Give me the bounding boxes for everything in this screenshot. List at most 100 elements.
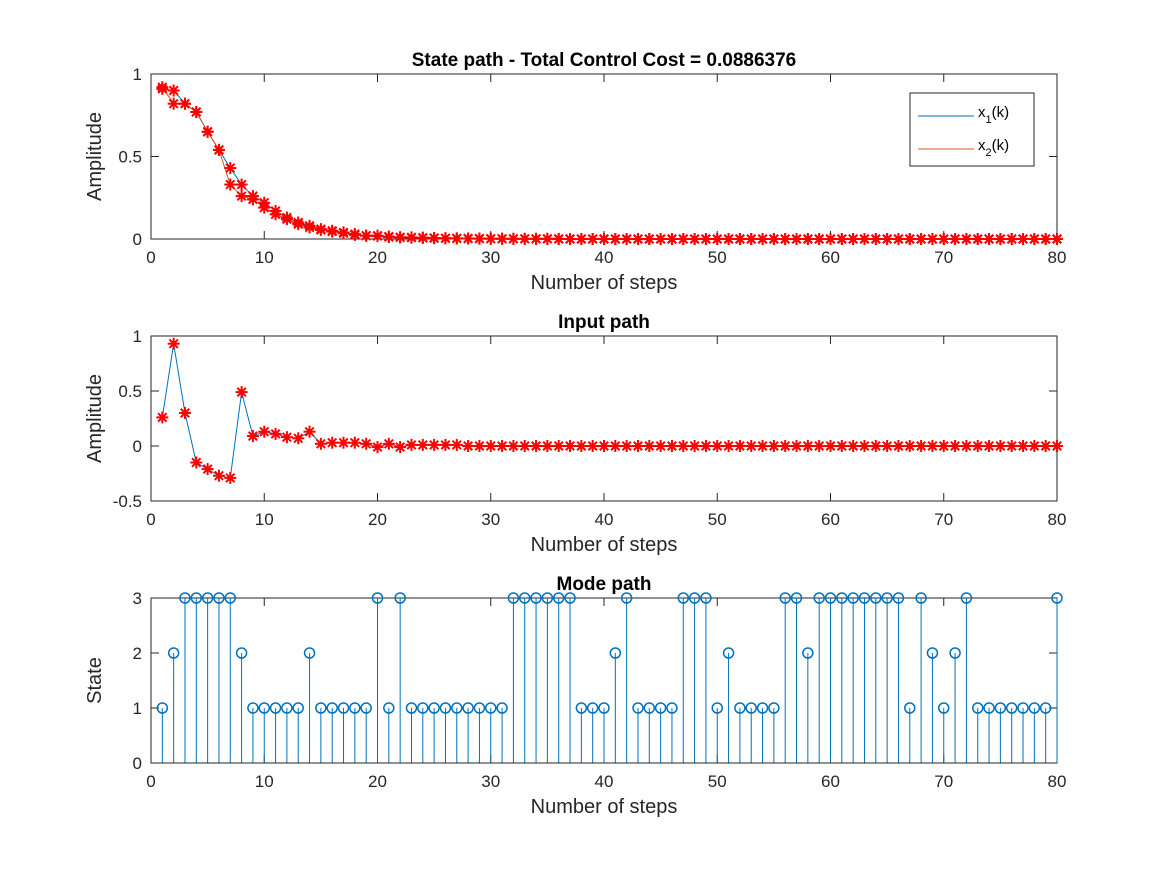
y-tick-label: 1 bbox=[133, 699, 142, 718]
series-1-marker-stroke-3 bbox=[395, 442, 406, 453]
stem-marker bbox=[926, 647, 939, 659]
series-2-marker-stroke-3 bbox=[214, 144, 224, 155]
stem-marker bbox=[281, 702, 293, 714]
x-tick-label: 60 bbox=[821, 772, 840, 791]
stem-marker bbox=[258, 702, 270, 714]
series-1-marker bbox=[586, 440, 599, 452]
series-1-marker-stroke-3 bbox=[1018, 441, 1028, 451]
stem-marker bbox=[1017, 702, 1029, 714]
series-1-marker-stroke-3 bbox=[633, 441, 643, 451]
series-2-marker-stroke-3 bbox=[667, 234, 677, 244]
series-2-marker bbox=[496, 232, 509, 245]
series-1-marker bbox=[190, 456, 203, 469]
series-2-marker-stroke-3 bbox=[1040, 234, 1051, 244]
stem-marker bbox=[971, 702, 984, 714]
axes-box bbox=[150, 73, 1058, 240]
series-2-marker-stroke-3 bbox=[576, 234, 587, 244]
x-tick-label: 0 bbox=[146, 248, 155, 267]
series-2-marker-stroke-3 bbox=[315, 224, 326, 235]
series-2-marker-stroke-3 bbox=[938, 234, 949, 244]
series-1-marker-stroke-3 bbox=[972, 441, 983, 451]
stem-marker bbox=[1005, 702, 1018, 714]
series-1-marker bbox=[1005, 440, 1018, 452]
series-1-marker-stroke-3 bbox=[1006, 441, 1017, 451]
series-1-marker bbox=[643, 440, 656, 452]
y-tick-label: 0 bbox=[133, 230, 142, 249]
stem-marker bbox=[496, 702, 508, 714]
legend-label-subscript: 2 bbox=[986, 147, 992, 159]
series-2-marker-stroke-3 bbox=[723, 234, 734, 244]
series-2-marker-stroke-3 bbox=[927, 234, 938, 244]
series-2-marker bbox=[881, 233, 894, 245]
series-2-marker-stroke-3 bbox=[757, 234, 768, 244]
y-tick-label: 0.5 bbox=[118, 148, 142, 167]
series-1-marker-stroke-3 bbox=[315, 438, 326, 449]
y-tick-label: 1 bbox=[133, 65, 142, 84]
series-2-marker-stroke-3 bbox=[429, 233, 440, 244]
series-2-marker-stroke-3 bbox=[587, 234, 598, 244]
series-2-marker bbox=[360, 229, 373, 242]
stem-marker bbox=[620, 592, 633, 604]
stem-marker bbox=[688, 592, 701, 604]
y-tick-label: 1 bbox=[133, 327, 142, 346]
stem-marker bbox=[371, 592, 384, 604]
series-1-marker-stroke-3 bbox=[689, 441, 700, 451]
series-1-marker bbox=[835, 440, 848, 452]
series-1-marker bbox=[813, 440, 826, 452]
legend: x1(k)x2(k) bbox=[909, 92, 1035, 167]
series-2-marker-stroke-3 bbox=[168, 98, 179, 109]
series-2-marker bbox=[949, 233, 962, 245]
series-2-marker-stroke-3 bbox=[768, 234, 779, 244]
series-2-marker bbox=[994, 233, 1007, 245]
series-1-marker-stroke-3 bbox=[225, 163, 236, 173]
x-tick-label: 40 bbox=[595, 248, 614, 267]
series-2-marker bbox=[699, 233, 712, 245]
stem-marker bbox=[179, 592, 191, 604]
stem-marker bbox=[383, 702, 395, 714]
subplot-1: 0 10 20 30 40 50 60 70 80 0 0.5 1 State path - Total… bbox=[84, 50, 1066, 294]
series-2-marker bbox=[631, 233, 644, 245]
series-1-marker-stroke-3 bbox=[417, 439, 428, 450]
series-2-marker bbox=[541, 232, 554, 245]
x-axis-label: Number of steps bbox=[531, 272, 678, 294]
series-2-marker-stroke-3 bbox=[531, 233, 541, 244]
series-1-marker bbox=[473, 440, 486, 452]
series-1-marker-stroke-3 bbox=[621, 441, 632, 451]
series-2-marker-stroke-3 bbox=[293, 219, 304, 230]
series-1-marker bbox=[269, 427, 282, 440]
series-1-marker bbox=[167, 337, 180, 350]
series-2-marker bbox=[688, 233, 701, 245]
series-1-marker bbox=[258, 425, 271, 438]
series-2-marker bbox=[801, 233, 814, 245]
chart-title: Input path bbox=[558, 312, 650, 333]
stem-marker bbox=[451, 702, 463, 714]
stem-marker bbox=[960, 592, 973, 604]
series-1-marker bbox=[858, 440, 871, 452]
series-2-marker bbox=[915, 233, 928, 245]
series-2-marker-stroke-3 bbox=[689, 234, 700, 244]
stem-marker bbox=[213, 592, 225, 604]
series-2-marker bbox=[564, 233, 577, 245]
series-1-marker bbox=[631, 440, 644, 452]
legend-label-suffix: (k) bbox=[992, 137, 1010, 154]
series-2-marker-stroke-3 bbox=[270, 209, 281, 220]
series-1-marker bbox=[280, 431, 293, 444]
subplot-3: 0 10 20 30 40 50 60 70 80 0 1 2 3 Mode path Number of … bbox=[84, 574, 1066, 818]
y-tick-label: 0 bbox=[133, 437, 142, 456]
series-1-marker-stroke-3 bbox=[1052, 441, 1062, 451]
series-2-marker-stroke-3 bbox=[1052, 234, 1062, 244]
series-2-marker bbox=[462, 232, 475, 245]
series-2-marker bbox=[677, 233, 690, 245]
series-2-marker-stroke-3 bbox=[995, 234, 1006, 244]
series-1-marker-stroke-3 bbox=[247, 431, 258, 442]
series-2-marker-stroke-3 bbox=[599, 234, 609, 244]
stem-marker bbox=[337, 702, 350, 714]
series-1-marker bbox=[1028, 440, 1041, 452]
series-1-marker-stroke-3 bbox=[587, 441, 598, 451]
series-1-marker-stroke-3 bbox=[950, 441, 961, 451]
series-2-marker bbox=[439, 232, 452, 245]
series-1-marker bbox=[892, 440, 905, 452]
series-2-marker bbox=[280, 213, 293, 226]
series-1-marker bbox=[824, 440, 837, 452]
y-tick-label: 0 bbox=[133, 754, 142, 773]
